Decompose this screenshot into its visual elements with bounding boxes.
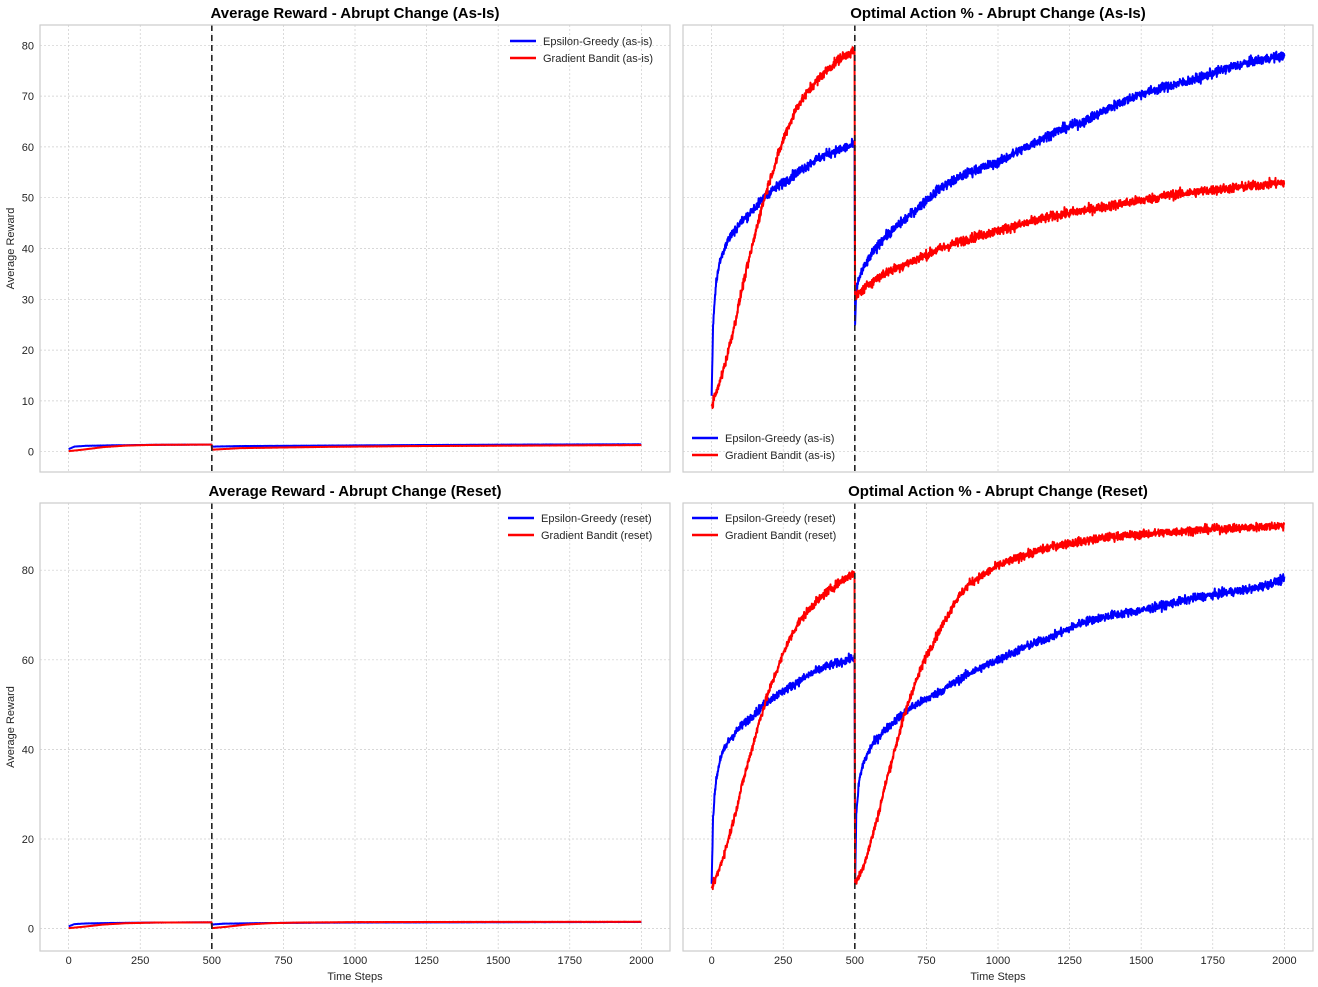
legend: Epsilon-Greedy (as-is) Gradient Bandit (a…: [510, 36, 653, 65]
x-tick-label: 2000: [629, 955, 653, 967]
x-tick-label: 1000: [986, 955, 1010, 967]
series-line-epsilon-greedy: [710, 573, 1286, 885]
panel-1: 0 10 20 30 40 50 60 70 80 Average Reward - Abrupt…: [5, 5, 671, 473]
axes-frame: [682, 24, 1314, 473]
y-tick-label: 60: [22, 655, 34, 667]
y-axis-label: Average Reward: [5, 686, 17, 768]
y-tick-label: 60: [22, 142, 34, 154]
series-line-gradient-bandit: [67, 443, 643, 453]
legend: Epsilon-Greedy (reset) Gradient Bandit (r…: [508, 513, 652, 542]
x-tick-label: 0: [66, 955, 72, 967]
y-tick-label: 20: [22, 345, 34, 357]
x-tick-label: 500: [203, 955, 221, 967]
x-tick-label: 250: [774, 955, 792, 967]
y-tick-label: 40: [22, 244, 34, 256]
axes-frame: [39, 24, 671, 473]
x-tick-label: 1000: [343, 955, 367, 967]
x-axis-label: Time Steps: [970, 971, 1026, 983]
series-line-gradient-bandit: [67, 920, 643, 930]
legend-label: Epsilon-Greedy (as-is): [543, 36, 652, 48]
chart-title: Average Reward - Abrupt Change (As-Is): [211, 5, 500, 22]
legend: Epsilon-Greedy (as-is) Gradient Bandit (a…: [692, 433, 835, 462]
series-line-epsilon-greedy: [710, 50, 1286, 396]
series-line-gradient-bandit: [710, 46, 1286, 410]
legend-label: Epsilon-Greedy (as-is): [725, 433, 834, 445]
x-tick-label: 1250: [1057, 955, 1081, 967]
x-tick-label: 0: [709, 955, 715, 967]
panel-3: 0 20 40 60 80 0 250 500 750 1000 1250 1500 1750 2000 A…: [5, 483, 671, 983]
legend: Epsilon-Greedy (reset) Gradient Bandit (r…: [692, 513, 836, 542]
y-tick-label: 0: [28, 447, 34, 459]
legend-label: Gradient Bandit (as-is): [543, 53, 653, 65]
series-line-gradient-bandit: [710, 521, 1286, 891]
x-tick-label: 2000: [1272, 955, 1296, 967]
panel-4: 0 250 500 750 1000 1250 1500 1750 2000 Optimal Ac…: [682, 483, 1314, 983]
y-axis-label: Average Reward: [5, 208, 17, 290]
y-tick-label: 0: [28, 924, 34, 936]
plot-area: [710, 521, 1286, 891]
y-tick-label: 80: [22, 565, 34, 577]
chart-title: Optimal Action % - Abrupt Change (As-Is): [850, 5, 1146, 22]
x-tick-label: 1500: [1129, 955, 1153, 967]
x-tick-label: 500: [846, 955, 864, 967]
y-tick-label: 70: [22, 91, 34, 103]
x-tick-label: 750: [274, 955, 292, 967]
legend-label: Gradient Bandit (as-is): [725, 450, 835, 462]
legend-label: Epsilon-Greedy (reset): [541, 513, 652, 525]
plot-area: [67, 920, 643, 930]
x-tick-label: 1250: [414, 955, 438, 967]
x-axis-label: Time Steps: [327, 971, 383, 983]
y-tick-label: 30: [22, 294, 34, 306]
y-tick-label: 20: [22, 834, 34, 846]
y-tick-label: 80: [22, 40, 34, 52]
y-tick-label: 50: [22, 193, 34, 205]
y-tick-label: 10: [22, 396, 34, 408]
chart-title: Optimal Action % - Abrupt Change (Reset): [848, 483, 1148, 500]
panel-2: Optimal Action % - Abrupt Change (As-Is)…: [682, 5, 1314, 473]
x-tick-label: 1500: [486, 955, 510, 967]
plot-area: [710, 46, 1286, 410]
x-tick-label: 1750: [558, 955, 582, 967]
axes-frame: [682, 502, 1314, 952]
x-tick-label: 250: [131, 955, 149, 967]
plot-area: [67, 443, 643, 453]
legend-label: Gradient Bandit (reset): [541, 530, 652, 542]
y-tick-label: 40: [22, 744, 34, 756]
x-tick-label: 750: [917, 955, 935, 967]
axes-frame: [39, 502, 671, 952]
x-tick-label: 1750: [1201, 955, 1225, 967]
legend-label: Gradient Bandit (reset): [725, 530, 836, 542]
legend-label: Epsilon-Greedy (reset): [725, 513, 836, 525]
chart-title: Average Reward - Abrupt Change (Reset): [208, 483, 501, 500]
